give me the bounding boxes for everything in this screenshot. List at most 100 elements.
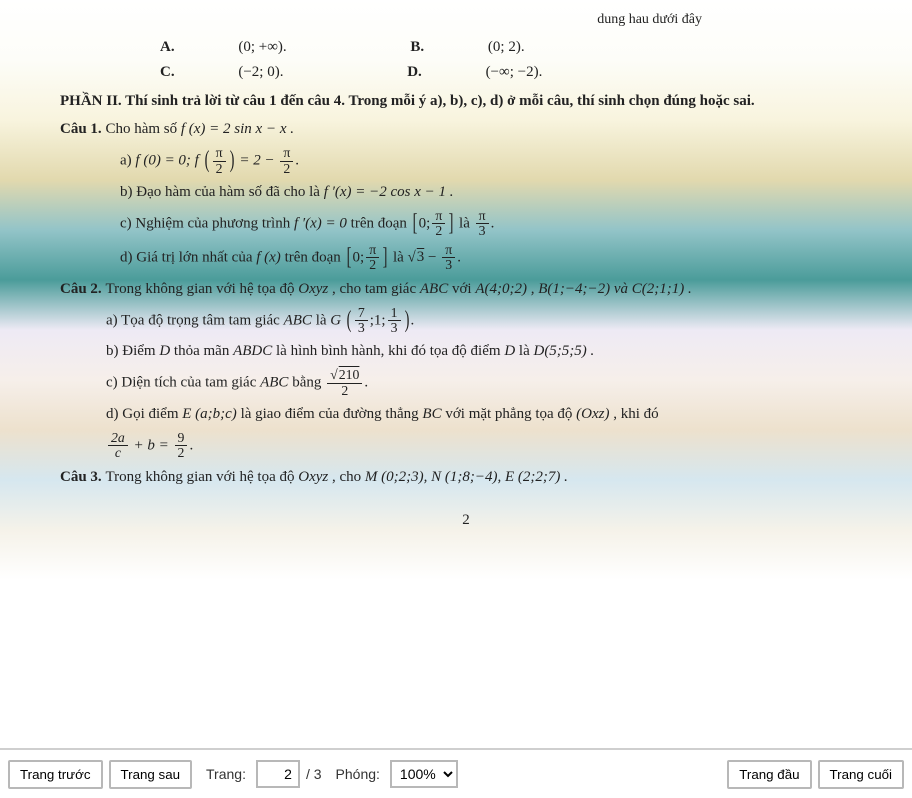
part2-heading: PHẦN II. Thí sinh trả lời từ câu 1 đến c… — [60, 89, 872, 114]
frac-d: 3 — [355, 321, 368, 335]
plusb: + b = — [134, 437, 173, 453]
sqrt-val: 3 — [416, 249, 425, 265]
frac-n: 7 — [355, 306, 368, 321]
t: là — [519, 343, 534, 359]
next-page-button[interactable]: Trang sau — [109, 760, 193, 789]
item-label: a) — [106, 312, 121, 328]
q2-t2: , cho tam giác — [332, 281, 420, 297]
frac-d: 2 — [280, 162, 293, 176]
item-label: d) — [120, 249, 136, 265]
frac-d: 2 — [327, 384, 362, 398]
frac-d: 2 — [366, 258, 379, 272]
G: G — [330, 312, 341, 328]
opt-a-val: (0; +∞). — [238, 35, 286, 60]
t: bằng — [292, 375, 325, 391]
first-page-button[interactable]: Trang đầu — [727, 760, 811, 789]
frac-n: π — [476, 209, 489, 224]
t: Diện tích của tam giác — [121, 375, 260, 391]
item-label: a) — [120, 153, 135, 169]
q2-t1: Trong không gian với hệ tọa độ — [105, 281, 298, 297]
opt-b-val: (0; 2). — [488, 35, 525, 60]
dot: . — [364, 375, 368, 391]
opt-c-val: (−2; 0). — [238, 60, 283, 85]
abc: ABC — [260, 375, 292, 391]
q1-b-text: Đạo hàm của hàm số đã cho là — [136, 184, 323, 200]
points: A(4;0;2) , B(1;−4;−2) và C(2;1;1) . — [475, 281, 691, 297]
frac-d: 3 — [442, 258, 455, 272]
frac-d: 2 — [432, 224, 445, 238]
q1-a-m2: = 2 − — [239, 153, 278, 169]
frac-d: 2 — [175, 446, 188, 460]
lbracket: [ — [346, 248, 351, 267]
q1-a-m1: f (0) = 0; f — [135, 153, 198, 169]
q1-d-t3: là — [393, 249, 408, 265]
t: Điểm — [122, 343, 159, 359]
mc-options: A. (0; +∞). B. (0; 2). C. (−2; 0). D. (−… — [60, 35, 872, 85]
points: M (0;2;3), N (1;8;−4), E (2;2;7) . — [365, 469, 568, 485]
frac: 2ac — [108, 431, 128, 461]
page-number: 2 — [60, 508, 872, 533]
q2-b: b) Điểm D thỏa mãn ABDC là hình bình hàn… — [60, 339, 872, 364]
q1-d-t1: Giá trị lớn nhất của — [136, 249, 256, 265]
page-label: Trang: — [206, 766, 246, 782]
q1-fn: f (x) = 2 sin x − x . — [181, 121, 294, 137]
t: là hình bình hành, khi đó tọa độ điểm — [276, 343, 504, 359]
sep: ;1; — [370, 312, 386, 328]
frac-n: π — [366, 243, 379, 258]
Dpt: D(5;5;5) . — [533, 343, 594, 359]
oxyz: Oxyz — [298, 281, 328, 297]
t: , khi đó — [613, 406, 658, 422]
item-label: c) — [120, 215, 135, 231]
q3-stem: Câu 3. Trong không gian với hệ tọa độ Ox… — [60, 465, 872, 490]
int-lo: 0; — [353, 249, 365, 265]
document-page: dung hau dưới đây A. (0; +∞). B. (0; 2).… — [0, 0, 912, 748]
frac: √2102 — [327, 368, 362, 398]
q1-stem: Câu 1. Cho hàm số f (x) = 2 sin x − x . — [60, 117, 872, 142]
opt-d-val: (−∞; −2). — [486, 60, 543, 85]
q1-d-t2: trên đoạn — [285, 249, 345, 265]
q2-a-t: Tọa độ trọng tâm tam giác — [121, 312, 283, 328]
opt-d-label: D. — [407, 60, 422, 85]
BC: BC — [422, 406, 445, 422]
item-label: b) — [120, 184, 136, 200]
q1-c: c) Nghiệm của phương trình f ′(x) = 0 tr… — [60, 209, 872, 239]
t: Gọi điểm — [122, 406, 182, 422]
q2-d-eq: 2ac + b = 92. — [60, 431, 872, 461]
last-page-button[interactable]: Trang cuối — [818, 760, 904, 789]
q1-d-m: f (x) — [256, 249, 284, 265]
zoom-label: Phóng: — [336, 766, 380, 782]
q2-a: a) Tọa độ trọng tâm tam giác ABC là G (7… — [60, 306, 872, 336]
dot: . — [189, 437, 193, 453]
q1-b-math: f ′(x) = −2 cos x − 1 . — [324, 184, 454, 200]
minus: − — [428, 249, 440, 265]
page-input[interactable] — [256, 760, 300, 788]
frac: π3 — [442, 243, 455, 273]
D: D — [159, 343, 174, 359]
q1-a: a) f (0) = 0; f (π2) = 2 − π2. — [60, 146, 872, 176]
int-lo: 0; — [419, 215, 431, 231]
t: Trong không gian với hệ tọa độ — [105, 469, 298, 485]
q1-d: d) Giá trị lớn nhất của f (x) trên đoạn … — [60, 243, 872, 273]
frac: 13 — [388, 306, 401, 336]
oxyz: Oxyz — [298, 469, 328, 485]
frac: π2 — [280, 146, 293, 176]
frac: π3 — [476, 209, 489, 239]
frac-n: π — [442, 243, 455, 258]
frac-n: π — [213, 146, 226, 161]
q2-number: Câu 2. — [60, 281, 105, 297]
rbracket: ] — [449, 214, 454, 233]
lparen: ( — [346, 311, 351, 330]
opt-b-label: B. — [410, 35, 424, 60]
q2-c: c) Diện tích của tam giác ABC bằng √2102… — [60, 368, 872, 398]
q1-c-t1: Nghiệm của phương trình — [135, 215, 294, 231]
frac: π2 — [213, 146, 226, 176]
lbracket: [ — [412, 214, 417, 233]
prev-page-button[interactable]: Trang trước — [8, 760, 103, 789]
opt-a-label: A. — [160, 35, 175, 60]
zoom-select[interactable]: 100% — [390, 760, 458, 788]
opt-c-label: C. — [160, 60, 175, 85]
abc: ABC — [420, 281, 452, 297]
abc: ABC — [284, 312, 316, 328]
item-label: d) — [106, 406, 122, 422]
q2-d: d) Gọi điểm E (a;b;c) là giao điểm của đ… — [60, 402, 872, 427]
